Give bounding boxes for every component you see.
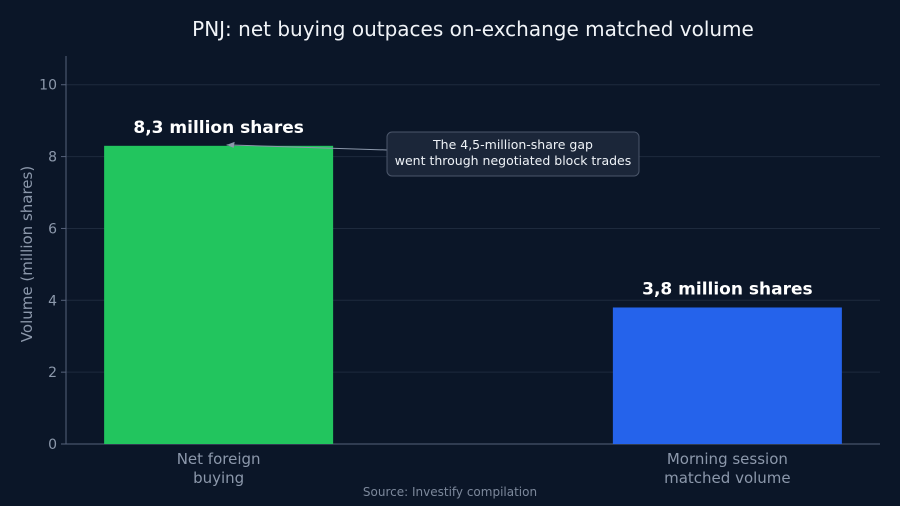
- annotation-text: went through negotiated block trades: [395, 153, 632, 168]
- bars: [104, 145, 842, 444]
- annotation-arrow: [226, 144, 388, 151]
- y-tick-label: 2: [48, 365, 57, 381]
- y-tick-label: 0: [48, 437, 57, 453]
- bar-data-label: 8,3 million shares: [133, 118, 303, 138]
- x-category-label: buying: [193, 469, 244, 487]
- chart-title: PNJ: net buying outpaces on-exchange mat…: [192, 17, 754, 41]
- x-category-label: Net foreign: [177, 450, 261, 468]
- y-tick-label: 8: [48, 150, 57, 166]
- y-axis-label: Volume (million shares): [18, 166, 36, 342]
- bar: [104, 145, 334, 444]
- annotation-box: [386, 131, 640, 177]
- y-tick-label: 10: [39, 78, 57, 94]
- y-tick-label: 6: [48, 221, 57, 237]
- data-labels: 8,3 million shares 3,8 million shares: [133, 118, 812, 300]
- bar: [612, 307, 842, 444]
- y-tick-label: 4: [48, 293, 57, 309]
- bar-data-label: 3,8 million shares: [642, 279, 812, 299]
- source-note: Source: Investify compilation: [363, 485, 537, 499]
- annotation-text: The 4,5-million-share gap: [432, 137, 593, 152]
- y-axis-ticks: 0 2 4 6 8 10: [39, 78, 66, 453]
- annotation-arrowhead: [226, 141, 235, 148]
- x-category-label: matched volume: [664, 469, 791, 487]
- x-category-label: Morning session: [667, 450, 788, 468]
